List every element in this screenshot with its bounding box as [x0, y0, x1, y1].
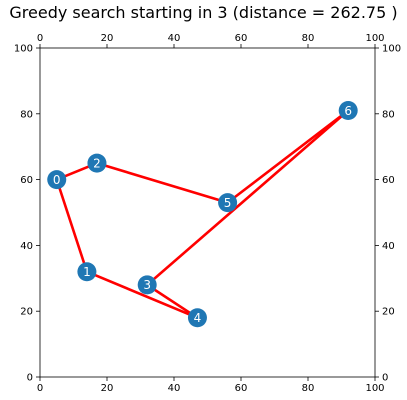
city-node-5 [218, 193, 238, 213]
x-tick-label-bottom: 60 [235, 383, 248, 394]
y-tick-label-right: 60 [382, 175, 395, 186]
path-edge-6-3 [145, 109, 350, 287]
y-tick-label-left: 60 [20, 175, 33, 186]
y-tick-label-right: 100 [382, 44, 401, 55]
city-node-label-4: 4 [194, 311, 202, 325]
plot-frame [39, 47, 376, 378]
path-edge-3-4 [145, 283, 199, 320]
path-edges [55, 109, 350, 320]
x-tick-label-top: 100 [365, 33, 384, 44]
city-node-4 [187, 308, 207, 328]
x-tick-label-top: 40 [168, 33, 181, 44]
y-tick-label-left: 0 [27, 373, 33, 384]
city-node-label-0: 0 [53, 173, 61, 187]
path-edge-2-5 [95, 161, 229, 204]
y-tick-label-left: 100 [14, 44, 33, 55]
x-tick-label-top: 0 [37, 33, 43, 44]
city-node-label-5: 5 [224, 196, 232, 210]
path-edge-1-0 [55, 178, 89, 274]
city-node-2 [87, 153, 107, 173]
city-node-label-3: 3 [143, 278, 151, 292]
city-node-label-2: 2 [93, 156, 101, 170]
city-nodes: 0 1 2 3 4 5 6 [47, 101, 358, 328]
x-tick-label-top: 60 [235, 33, 248, 44]
y-tick-label-left: 80 [20, 109, 33, 120]
city-node-1 [77, 262, 97, 282]
y-tick-label-right: 80 [382, 109, 395, 120]
x-tick-label-top: 20 [101, 33, 114, 44]
city-node-0 [47, 170, 67, 190]
path-edge-4-1 [85, 270, 199, 320]
chart-title: Greedy search starting in 3 (distance = … [9, 3, 398, 22]
y-tick-label-left: 40 [20, 241, 33, 252]
x-tick-label-bottom: 80 [302, 383, 315, 394]
city-node-6 [338, 101, 358, 121]
x-tick-label-bottom: 100 [365, 383, 384, 394]
y-tick-label-right: 20 [382, 307, 395, 318]
x-tick-label-bottom: 20 [101, 383, 114, 394]
y-tick-label-left: 20 [20, 307, 33, 318]
city-node-label-6: 6 [344, 104, 352, 118]
x-tick-label-bottom: 0 [37, 383, 43, 394]
x-tick-label-bottom: 40 [168, 383, 181, 394]
city-node-label-1: 1 [83, 265, 91, 279]
path-edge-5-6 [226, 109, 350, 204]
city-node-3 [137, 275, 157, 295]
x-tick-label-top: 80 [302, 33, 315, 44]
y-tick-label-right: 40 [382, 241, 395, 252]
y-tick-label-right: 0 [382, 373, 388, 384]
